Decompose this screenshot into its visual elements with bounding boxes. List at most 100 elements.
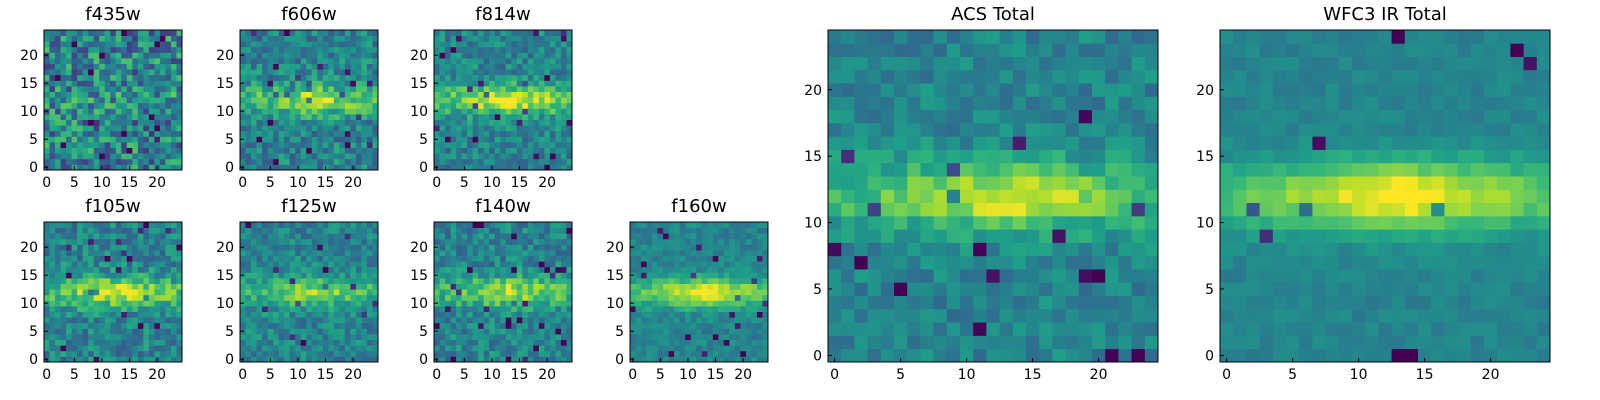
- heatmap-cell: [505, 350, 512, 357]
- heatmap-cell: [77, 114, 84, 120]
- heatmap-cell: [500, 74, 507, 81]
- heatmap-cell: [522, 46, 529, 53]
- heatmap-cell: [729, 350, 736, 357]
- heatmap-cell: [560, 35, 567, 42]
- heatmap-cell: [467, 322, 474, 329]
- heatmap-cell: [333, 311, 340, 318]
- heatmap-cell: [456, 52, 462, 59]
- heatmap-cell: [1131, 308, 1146, 323]
- heatmap-cell: [1105, 269, 1119, 283]
- heatmap-cell: [165, 272, 172, 279]
- heatmap-cell: [143, 63, 150, 70]
- heatmap-cell: [522, 41, 529, 48]
- heatmap-cell: [522, 69, 529, 76]
- heatmap-cell: [93, 311, 100, 318]
- heatmap-cell: [55, 244, 61, 251]
- heatmap-cell: [445, 63, 451, 70]
- heatmap-cells: [240, 222, 379, 363]
- heatmap-cell: [344, 227, 351, 234]
- heatmap-cell: [88, 350, 95, 357]
- heatmap-cell: [165, 306, 172, 312]
- heatmap-cell: [1012, 215, 1027, 230]
- heatmap-cell: [867, 189, 882, 204]
- heatmap-cell: [560, 58, 567, 64]
- heatmap-cell: [300, 322, 307, 329]
- heatmap-cell: [295, 334, 302, 340]
- heatmap-cell: [740, 227, 747, 234]
- heatmap-cell: [256, 164, 263, 171]
- heatmap-cell: [880, 162, 895, 177]
- heatmap-cell: [500, 86, 507, 92]
- heatmap-cell: [489, 233, 496, 240]
- heatmap-cell: [176, 306, 183, 312]
- heatmap-cell: [344, 283, 351, 290]
- heatmap-cell: [685, 233, 692, 240]
- heatmap-cell: [339, 69, 346, 76]
- heatmap-cell: [126, 317, 133, 324]
- heatmap-cell: [740, 306, 747, 312]
- heatmap-cell: [311, 147, 318, 154]
- heatmap-cell: [1131, 295, 1146, 310]
- heatmap-cell: [137, 46, 144, 53]
- heatmap-cell: [148, 86, 155, 92]
- heatmap-cell: [461, 30, 468, 36]
- heatmap-cell: [132, 80, 139, 87]
- heatmap-cell: [718, 345, 725, 352]
- heatmap-cell: [445, 322, 451, 329]
- heatmap-cell: [267, 250, 274, 256]
- heatmap-cell: [300, 283, 307, 290]
- heatmap-cell: [273, 294, 280, 301]
- heatmap-cell: [262, 119, 268, 126]
- heatmap-cell: [511, 306, 518, 312]
- heatmap-cell: [339, 283, 346, 290]
- heatmap-cell: [522, 278, 529, 284]
- heatmap-cell: [641, 328, 647, 335]
- heatmap-cell: [66, 80, 72, 87]
- heatmap-cell: [973, 335, 987, 350]
- heatmap-cell: [333, 97, 340, 104]
- heatmap-cell: [159, 136, 166, 143]
- heatmap-cell: [740, 294, 747, 301]
- heatmap-cell: [339, 58, 346, 64]
- heatmap-cell: [511, 130, 518, 137]
- x-tick-label: 10: [483, 175, 501, 191]
- heatmap-cell: [289, 294, 296, 301]
- heatmap-cell: [284, 294, 291, 301]
- heatmap-cell: [439, 142, 446, 148]
- heatmap-cell: [82, 108, 89, 115]
- heatmap-cell: [289, 255, 296, 262]
- heatmap-cell: [306, 261, 313, 268]
- heatmap-cell: [44, 147, 50, 154]
- heatmap-cell: [696, 334, 703, 340]
- heatmap-cell: [729, 250, 736, 256]
- heatmap-cell: [165, 158, 172, 165]
- heatmap-cell: [126, 114, 133, 120]
- heatmap-cell: [240, 142, 246, 148]
- heatmap-cell: [66, 345, 72, 352]
- heatmap-cell: [456, 266, 462, 273]
- heatmap-cell: [712, 345, 719, 352]
- heatmap-cell: [317, 272, 324, 279]
- heatmap-cell: [907, 149, 921, 164]
- heatmap-cell: [110, 289, 117, 296]
- heatmap-cell: [522, 63, 529, 70]
- heatmap-cell: [472, 350, 479, 357]
- heatmap-cell: [245, 238, 252, 245]
- heatmap-cell: [317, 283, 324, 290]
- heatmap-cell: [350, 30, 357, 36]
- heatmap-cell: [55, 238, 61, 245]
- heatmap-cell: [674, 356, 681, 363]
- heatmap-cell: [555, 272, 562, 279]
- heatmap-cell: [527, 300, 534, 307]
- heatmap-cell: [344, 255, 351, 262]
- heatmap-cell: [456, 289, 462, 296]
- heatmap-cell: [350, 114, 357, 120]
- heatmap-cell: [93, 130, 100, 137]
- heatmap-cell: [328, 86, 335, 92]
- heatmap-cell: [115, 147, 122, 154]
- heatmap-cell: [544, 250, 551, 256]
- heatmap-cell: [439, 97, 446, 104]
- heatmap-cell: [82, 250, 89, 256]
- heatmap-cell: [450, 339, 457, 346]
- heatmap-cell: [317, 102, 324, 109]
